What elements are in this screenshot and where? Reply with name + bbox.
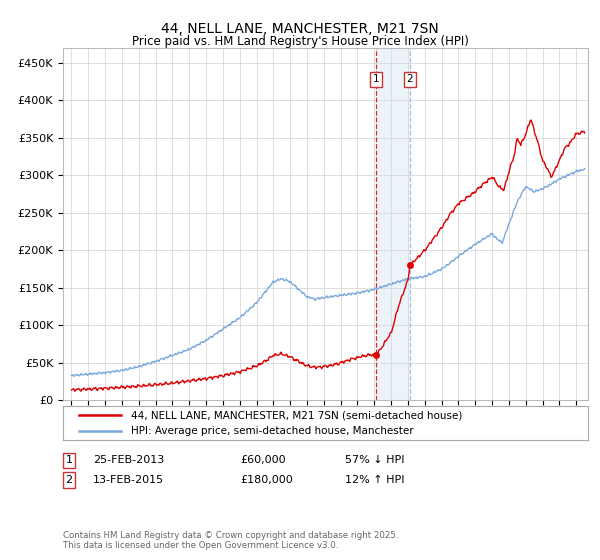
Text: £180,000: £180,000: [240, 475, 293, 485]
Text: 44, NELL LANE, MANCHESTER, M21 7SN (semi-detached house): 44, NELL LANE, MANCHESTER, M21 7SN (semi…: [131, 410, 463, 421]
Bar: [376, 48, 410, 400]
Text: HPI: Average price, semi-detached house, Manchester: HPI: Average price, semi-detached house,…: [131, 426, 414, 436]
Text: 1: 1: [65, 455, 73, 465]
Text: 25-FEB-2013: 25-FEB-2013: [93, 455, 164, 465]
Text: Contains HM Land Registry data © Crown copyright and database right 2025.
This d: Contains HM Land Registry data © Crown c…: [63, 531, 398, 550]
Text: 44, NELL LANE, MANCHESTER, M21 7SN: 44, NELL LANE, MANCHESTER, M21 7SN: [161, 22, 439, 36]
Text: Price paid vs. HM Land Registry's House Price Index (HPI): Price paid vs. HM Land Registry's House …: [131, 35, 469, 48]
Text: 12% ↑ HPI: 12% ↑ HPI: [345, 475, 404, 485]
Text: 1: 1: [373, 74, 380, 84]
Text: 13-FEB-2015: 13-FEB-2015: [93, 475, 164, 485]
Text: £60,000: £60,000: [240, 455, 286, 465]
Text: 2: 2: [407, 74, 413, 84]
Text: 57% ↓ HPI: 57% ↓ HPI: [345, 455, 404, 465]
Text: 2: 2: [65, 475, 73, 485]
